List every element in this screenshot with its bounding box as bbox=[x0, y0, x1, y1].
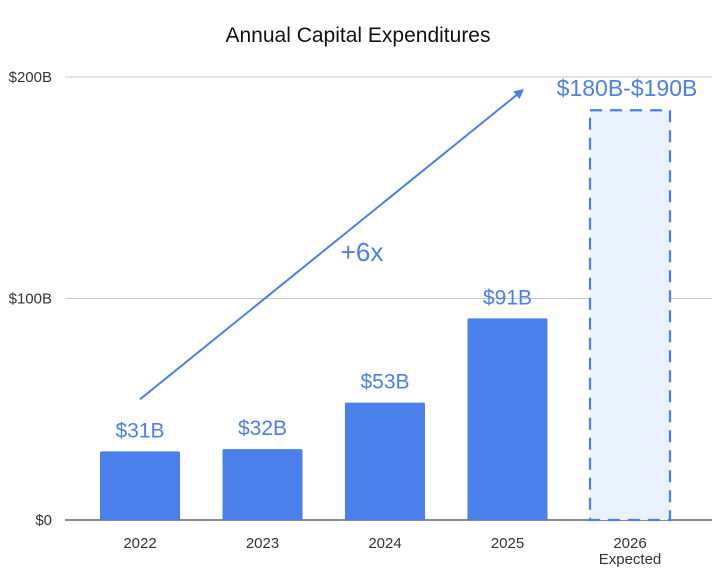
y-tick-label: $0 bbox=[35, 512, 52, 529]
growth-annotation: +6x bbox=[139, 88, 525, 401]
y-axis-ticks: $0 $100B $200B bbox=[9, 69, 52, 529]
x-tick-label: 2025 bbox=[491, 535, 524, 552]
x-tick-label: 2022 bbox=[123, 535, 156, 552]
x-tick-label: 2023 bbox=[246, 535, 279, 552]
bar-value-label: $180B-$190B bbox=[557, 75, 698, 101]
bar bbox=[467, 318, 548, 520]
bar-value-label: $91B bbox=[483, 286, 532, 309]
bar bbox=[100, 451, 180, 520]
growth-multiplier-label: +6x bbox=[341, 237, 384, 267]
data-labels: $31B $32B $53B $91B $180B-$190B bbox=[115, 75, 697, 442]
x-tick-label: 2026 bbox=[613, 535, 646, 552]
bar bbox=[345, 402, 425, 520]
x-tick-label: 2024 bbox=[368, 535, 401, 552]
y-tick-label: $100B bbox=[9, 291, 52, 308]
bar-value-label: $53B bbox=[360, 371, 409, 394]
growth-arrow bbox=[139, 88, 525, 401]
bars bbox=[100, 109, 672, 522]
y-tick-label: $200B bbox=[9, 69, 52, 86]
chart-title: Annual Capital Expenditures bbox=[225, 24, 490, 47]
bar-projected bbox=[588, 109, 672, 522]
bar-value-label: $31B bbox=[115, 419, 164, 442]
bar-value-label: $32B bbox=[238, 417, 287, 440]
bar bbox=[222, 449, 303, 520]
x-tick-sublabel: Expected bbox=[599, 551, 662, 568]
